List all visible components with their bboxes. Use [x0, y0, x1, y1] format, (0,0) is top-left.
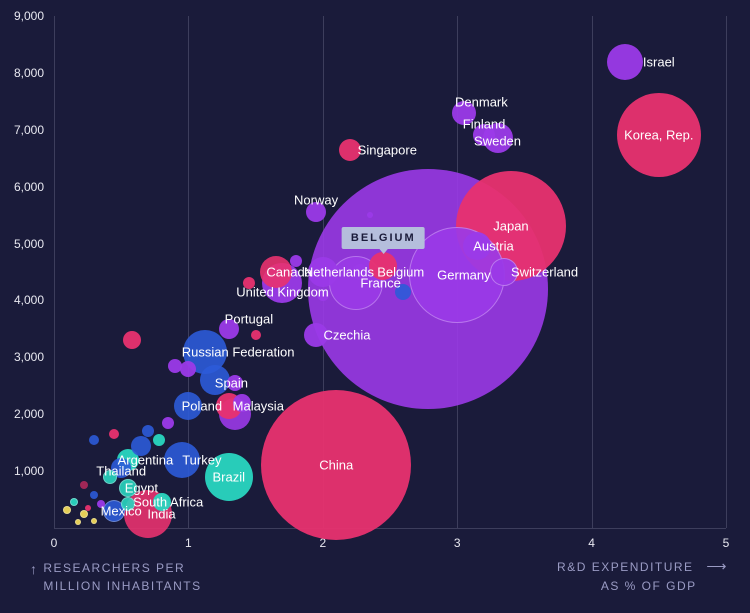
x-tick-label: 3 — [454, 536, 461, 550]
bubble-brazil[interactable] — [205, 453, 253, 501]
bubble-smallpink2[interactable] — [109, 429, 119, 439]
y-tick-label: 2,000 — [14, 407, 44, 421]
bubble-smallblue2[interactable] — [142, 425, 154, 437]
x-tick-label: 0 — [51, 536, 58, 550]
x-axis-label-line1: R&D EXPENDITURE — [557, 560, 694, 574]
x-tick-label: 1 — [185, 536, 192, 550]
bubble-tiny5[interactable] — [85, 505, 91, 511]
bubble-switzerland[interactable] — [490, 258, 518, 286]
bubble-smallpurple2[interactable] — [168, 359, 182, 373]
bubble-tiny2[interactable] — [70, 498, 78, 506]
bubble-belgium[interactable] — [369, 252, 397, 280]
bubble-egypt[interactable] — [119, 479, 137, 497]
y-tick-label: 3,000 — [14, 350, 44, 364]
bubble-slovenia[interactable] — [317, 289, 329, 301]
bubble-smallpurple4[interactable] — [290, 255, 302, 267]
gridline-vertical — [726, 16, 727, 528]
right-arrow-icon: ⟶ — [706, 558, 728, 574]
y-tick-label: 4,000 — [14, 293, 44, 307]
bubble-tiny4[interactable] — [97, 500, 105, 508]
bubble-finland[interactable] — [473, 124, 495, 146]
bubble-unlabelednearmalaysia[interactable] — [233, 394, 251, 412]
bubble-smallblue3[interactable] — [395, 284, 411, 300]
bubble-ireland[interactable] — [352, 264, 368, 280]
bubble-norway[interactable] — [306, 202, 326, 222]
bubble-smallblue1[interactable] — [89, 435, 99, 445]
bubble-greece[interactable] — [180, 361, 196, 377]
bubble-tiny1[interactable] — [80, 481, 88, 489]
bubble-tinyy3[interactable] — [91, 518, 97, 524]
bubble-label: Singapore — [358, 142, 417, 157]
bubble-estonia[interactable] — [251, 330, 261, 340]
bubble-smallpurple1[interactable] — [367, 212, 373, 218]
bubble-portugal[interactable] — [219, 319, 239, 339]
up-arrow-icon: ↑ — [30, 561, 39, 577]
bubble-south-africa[interactable] — [153, 493, 171, 511]
bubble-smallpink1[interactable] — [123, 331, 141, 349]
bubble-smallpurple3[interactable] — [162, 417, 174, 429]
x-tick-label: 4 — [588, 536, 595, 550]
x-axis-caption: R&D EXPENDITURE ⟶ AS % OF GDP ⟶ — [557, 556, 728, 595]
y-tick-label: 8,000 — [14, 66, 44, 80]
tooltip: BELGIUM — [342, 227, 425, 249]
bubble-poland[interactable] — [174, 392, 202, 420]
y-tick-label: 7,000 — [14, 123, 44, 137]
y-tick-label: 9,000 — [14, 9, 44, 23]
bubble-singapore[interactable] — [339, 139, 361, 161]
bubble-china[interactable] — [261, 390, 411, 540]
bubble-iran[interactable] — [131, 436, 151, 456]
bubble-netherlands[interactable] — [308, 257, 338, 287]
bubble-israel[interactable] — [607, 44, 643, 80]
bubble-czechia[interactable] — [304, 323, 328, 347]
y-tick-label: 6,000 — [14, 180, 44, 194]
plot-area: 0123451,0002,0003,0004,0005,0006,0007,00… — [54, 16, 726, 528]
y-axis-label-line1: RESEARCHERS PER MILLION INHABITANTS — [43, 559, 201, 595]
bubble-hungary[interactable] — [227, 375, 243, 391]
bubble-turkey[interactable] — [164, 442, 200, 478]
gridline-vertical — [54, 16, 55, 528]
gridline-vertical — [592, 16, 593, 528]
bubble-smallteal3[interactable] — [121, 497, 135, 511]
bubble-smallteal1[interactable] — [153, 434, 165, 446]
bubble-korea-rep-[interactable] — [617, 93, 701, 177]
bubble-spain[interactable] — [200, 365, 230, 395]
y-tick-label: 5,000 — [14, 237, 44, 251]
bubble-tinyy1[interactable] — [63, 506, 71, 514]
bubble-label: Israel — [643, 54, 675, 69]
bubble-canada[interactable] — [260, 256, 292, 288]
bubble-smallteal2[interactable] — [103, 470, 117, 484]
x-axis-label-line2: AS % OF GDP — [601, 579, 697, 593]
bubble-denmark[interactable] — [452, 101, 476, 125]
x-tick-label: 5 — [723, 536, 730, 550]
bubble-austria[interactable] — [463, 232, 491, 260]
y-tick-label: 1,000 — [14, 464, 44, 478]
bubble-tinyy4[interactable] — [75, 519, 81, 525]
bubble-smallpink3[interactable] — [243, 277, 255, 289]
y-axis-caption: ↑ RESEARCHERS PER MILLION INHABITANTS — [30, 559, 202, 595]
bubble-tiny3[interactable] — [90, 491, 98, 499]
